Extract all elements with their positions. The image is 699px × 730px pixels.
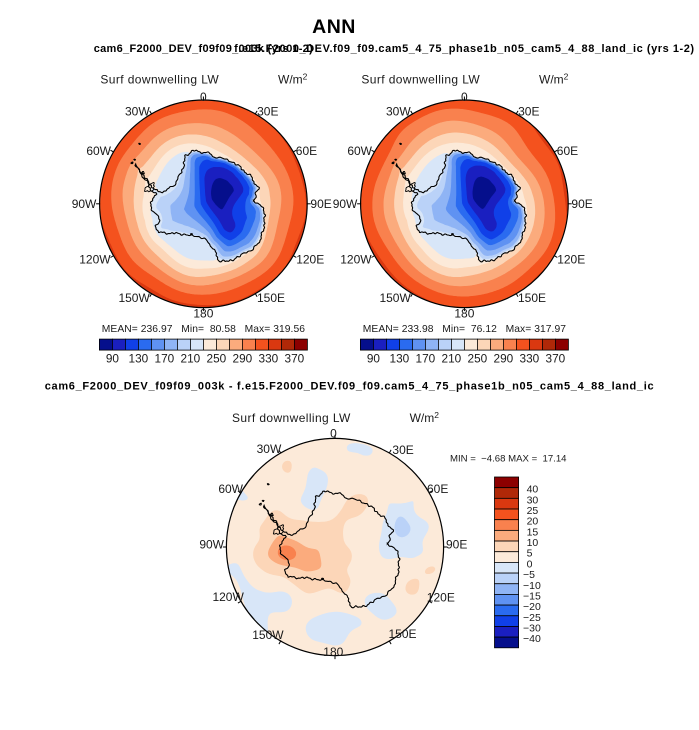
- svg-text:30: 30: [527, 494, 539, 506]
- svg-text:MEAN= 236.97 Min= 80.58 M: MEAN= 236.97 Min= 80.58 Max= 319.56: [102, 324, 305, 335]
- svg-text:90E: 90E: [310, 197, 331, 211]
- svg-text:Surf downwelling LW: Surf downwelling LW: [361, 73, 480, 87]
- svg-text:150W: 150W: [118, 291, 150, 305]
- svg-text:90: 90: [367, 351, 381, 365]
- svg-text:180: 180: [193, 307, 213, 321]
- svg-text:90E: 90E: [571, 197, 592, 211]
- svg-text:60E: 60E: [427, 482, 448, 496]
- svg-text:150E: 150E: [257, 291, 285, 305]
- svg-text:330: 330: [520, 351, 540, 365]
- svg-text:30E: 30E: [392, 443, 413, 457]
- svg-text:Surf downwelling LW: Surf downwelling LW: [232, 411, 351, 425]
- svg-text:W/m2: W/m2: [278, 72, 308, 87]
- svg-text:90: 90: [106, 351, 120, 365]
- svg-text:30E: 30E: [518, 104, 539, 118]
- svg-text:60W: 60W: [86, 144, 111, 158]
- svg-text:f.e15.F2000_DEV.f09_f09.cam5_4: f.e15.F2000_DEV.f09_f09.cam5_4_75_phase1…: [234, 43, 694, 55]
- svg-text:−5: −5: [523, 569, 535, 581]
- svg-text:20: 20: [527, 516, 539, 528]
- svg-text:−30: −30: [523, 623, 541, 635]
- svg-text:40: 40: [527, 484, 539, 496]
- svg-text:120E: 120E: [557, 253, 585, 267]
- svg-text:150W: 150W: [379, 291, 411, 305]
- svg-text:60W: 60W: [347, 144, 372, 158]
- svg-text:250: 250: [207, 351, 227, 365]
- svg-text:30W: 30W: [125, 104, 150, 118]
- svg-text:370: 370: [285, 351, 305, 365]
- svg-text:10: 10: [527, 537, 539, 549]
- svg-text:90E: 90E: [446, 538, 467, 552]
- svg-text:120W: 120W: [79, 253, 111, 267]
- svg-text:30E: 30E: [257, 104, 278, 118]
- svg-text:120W: 120W: [212, 590, 244, 604]
- svg-text:180: 180: [323, 645, 343, 659]
- svg-text:150E: 150E: [518, 291, 546, 305]
- svg-text:−15: −15: [523, 590, 541, 602]
- svg-text:0: 0: [527, 558, 533, 570]
- svg-text:290: 290: [494, 351, 514, 365]
- svg-text:−40: −40: [523, 633, 541, 645]
- svg-text:−25: −25: [523, 612, 541, 624]
- svg-text:−20: −20: [523, 601, 541, 613]
- svg-text:90W: 90W: [72, 197, 97, 211]
- svg-text:90W: 90W: [199, 538, 224, 552]
- svg-text:cam6_F2000_DEV_f09f09_003k (yr: cam6_F2000_DEV_f09f09_003k (yrs 1-2): [94, 43, 313, 55]
- svg-text:290: 290: [233, 351, 253, 365]
- svg-text:60E: 60E: [296, 144, 317, 158]
- svg-text:150W: 150W: [252, 628, 284, 642]
- svg-text:W/m2: W/m2: [539, 72, 569, 87]
- svg-text:−10: −10: [523, 580, 541, 592]
- svg-text:MIN = −4.68 MAX = 17.14: MIN = −4.68 MAX = 17.14: [450, 454, 567, 465]
- svg-text:W/m2: W/m2: [410, 410, 440, 425]
- svg-text:150E: 150E: [389, 627, 417, 641]
- svg-text:ANN: ANN: [312, 16, 356, 38]
- svg-text:250: 250: [468, 351, 488, 365]
- svg-text:210: 210: [181, 351, 201, 365]
- svg-text:0: 0: [200, 90, 207, 104]
- svg-text:MEAN= 233.98 Min= 76.12 M: MEAN= 233.98 Min= 76.12 Max= 317.97: [363, 324, 566, 335]
- svg-text:Surf downwelling LW: Surf downwelling LW: [100, 73, 219, 87]
- svg-text:170: 170: [416, 351, 436, 365]
- svg-text:120E: 120E: [296, 253, 324, 267]
- svg-text:90W: 90W: [333, 197, 358, 211]
- svg-text:5: 5: [527, 548, 533, 560]
- svg-text:130: 130: [129, 351, 149, 365]
- svg-text:330: 330: [259, 351, 279, 365]
- svg-text:130: 130: [390, 351, 410, 365]
- svg-text:15: 15: [527, 526, 539, 538]
- svg-text:60W: 60W: [218, 482, 243, 496]
- svg-text:0: 0: [330, 427, 337, 441]
- svg-text:30W: 30W: [257, 442, 282, 456]
- svg-text:170: 170: [155, 351, 175, 365]
- svg-text:60E: 60E: [557, 144, 578, 158]
- svg-text:120W: 120W: [340, 253, 372, 267]
- svg-text:25: 25: [527, 505, 539, 517]
- svg-text:30W: 30W: [386, 104, 411, 118]
- svg-text:180: 180: [454, 307, 474, 321]
- svg-text:210: 210: [442, 351, 462, 365]
- svg-text:370: 370: [546, 351, 566, 365]
- svg-text:cam6_F2000_DEV_f09f09_003k - f: cam6_F2000_DEV_f09f09_003k - f.e15.F2000…: [45, 381, 655, 393]
- svg-text:0: 0: [461, 90, 468, 104]
- svg-text:120E: 120E: [427, 591, 455, 605]
